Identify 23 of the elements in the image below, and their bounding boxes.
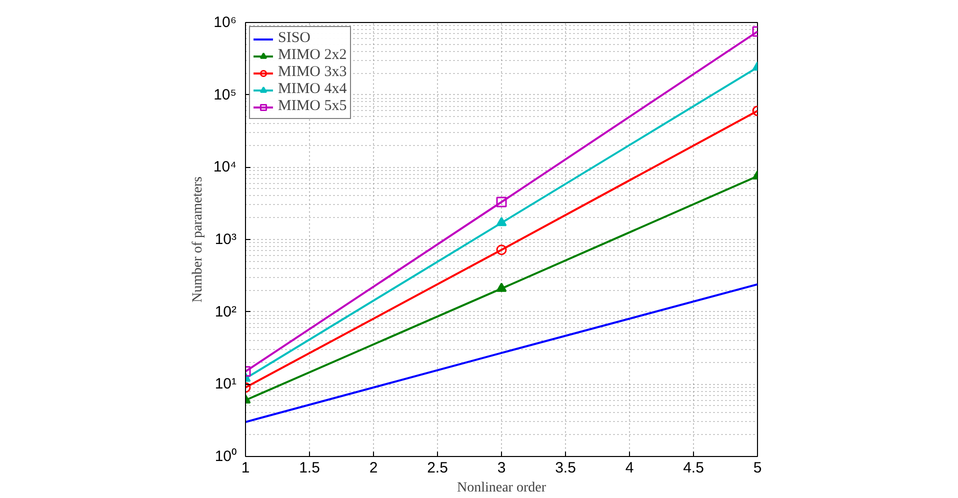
legend-label: MIMO 3x3 [278, 64, 347, 81]
legend-label: MIMO 5x5 [278, 98, 347, 115]
y-tick-label: 10⁵ [214, 86, 237, 104]
x-tick-label: 1.5 [299, 460, 320, 476]
x-tick-label: 3.5 [555, 460, 576, 476]
y-tick-label: 10³ [214, 231, 237, 248]
y-axis-title: Number of parameters [190, 176, 206, 302]
x-tick-label: 2.5 [427, 460, 448, 476]
x-tick-label: 4.5 [683, 460, 704, 476]
y-tick-label: 10⁰ [214, 448, 237, 465]
x-tick-label: 5 [753, 460, 762, 476]
legend-label: MIMO 4x4 [278, 81, 347, 98]
x-tick-label: 1 [241, 460, 250, 476]
y-tick-label: 10¹ [214, 376, 237, 393]
legend-label: MIMO 2x2 [278, 47, 347, 64]
legend-label: SISO [278, 30, 311, 47]
x-tick-label: 3 [497, 460, 506, 476]
x-tick-label: 2 [369, 460, 378, 476]
x-axis-title: Nonlinear order [456, 480, 546, 496]
y-tick-label: 10⁶ [214, 14, 236, 31]
x-tick-label: 4 [625, 460, 634, 476]
y-tick-label: 10² [214, 303, 237, 320]
y-tick-label: 10⁴ [213, 158, 237, 176]
